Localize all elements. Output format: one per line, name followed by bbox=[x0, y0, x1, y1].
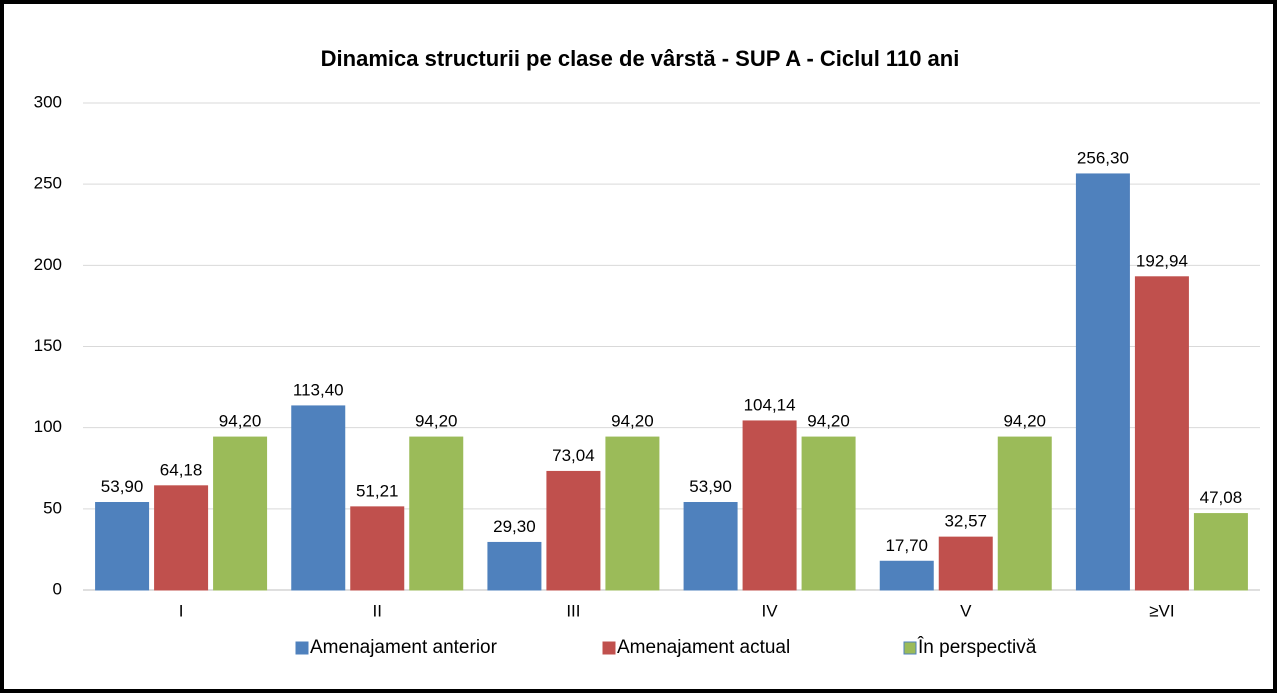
value-label: 94,20 bbox=[611, 412, 654, 431]
legend-label: În perspectivă bbox=[917, 636, 1037, 658]
legend-label: Amenajament anterior bbox=[310, 637, 498, 658]
value-label: 192,94 bbox=[1136, 251, 1188, 270]
chart-title: Dinamica structurii pe clase de vârstă -… bbox=[321, 46, 960, 71]
bar bbox=[291, 405, 346, 591]
legend-swatch bbox=[295, 641, 309, 655]
legend-swatch bbox=[602, 641, 616, 655]
y-tick-label: 200 bbox=[34, 255, 62, 274]
bar bbox=[683, 502, 738, 591]
value-label: 94,20 bbox=[415, 412, 458, 431]
x-tick-label: II bbox=[373, 601, 382, 620]
value-label: 73,04 bbox=[552, 446, 595, 465]
value-label: 94,20 bbox=[1003, 412, 1046, 431]
bar bbox=[997, 436, 1052, 591]
value-label: 32,57 bbox=[944, 512, 987, 531]
bar bbox=[546, 470, 601, 591]
x-tick-label: IV bbox=[762, 601, 779, 620]
value-label: 113,40 bbox=[293, 380, 344, 399]
bar bbox=[1075, 173, 1130, 591]
value-label: 64,18 bbox=[160, 460, 203, 479]
value-label: 51,21 bbox=[356, 481, 399, 500]
y-tick-label: 50 bbox=[43, 498, 62, 517]
bar bbox=[350, 506, 405, 591]
y-tick-label: 300 bbox=[34, 92, 62, 111]
bar bbox=[154, 485, 209, 591]
bar bbox=[409, 436, 464, 591]
legend-swatch bbox=[903, 641, 917, 655]
value-label: 29,30 bbox=[493, 517, 536, 536]
value-label: 256,30 bbox=[1077, 148, 1129, 167]
bar bbox=[1134, 276, 1189, 591]
value-label: 53,90 bbox=[689, 477, 732, 496]
x-tick-label: V bbox=[960, 601, 972, 620]
bar bbox=[213, 436, 268, 591]
x-tick-label: ≥VI bbox=[1149, 601, 1174, 620]
bar bbox=[605, 436, 660, 591]
bar bbox=[1193, 513, 1248, 591]
value-label: 94,20 bbox=[219, 412, 262, 431]
bar bbox=[801, 436, 856, 591]
value-label: 94,20 bbox=[807, 412, 850, 431]
bar bbox=[95, 502, 150, 591]
legend-label: Amenajament actual bbox=[617, 637, 790, 658]
y-tick-label: 150 bbox=[34, 336, 62, 355]
bar bbox=[487, 541, 542, 591]
bar bbox=[938, 536, 993, 591]
x-tick-label: I bbox=[179, 601, 184, 620]
value-label: 104,14 bbox=[744, 395, 796, 414]
y-tick-label: 100 bbox=[34, 417, 62, 436]
x-tick-label: III bbox=[566, 601, 580, 620]
value-label: 47,08 bbox=[1200, 488, 1243, 507]
y-tick-label: 0 bbox=[53, 579, 62, 598]
value-label: 17,70 bbox=[885, 536, 928, 555]
bar bbox=[879, 560, 934, 591]
y-tick-label: 250 bbox=[34, 174, 62, 193]
value-label: 53,90 bbox=[101, 477, 144, 496]
bar bbox=[742, 420, 797, 591]
